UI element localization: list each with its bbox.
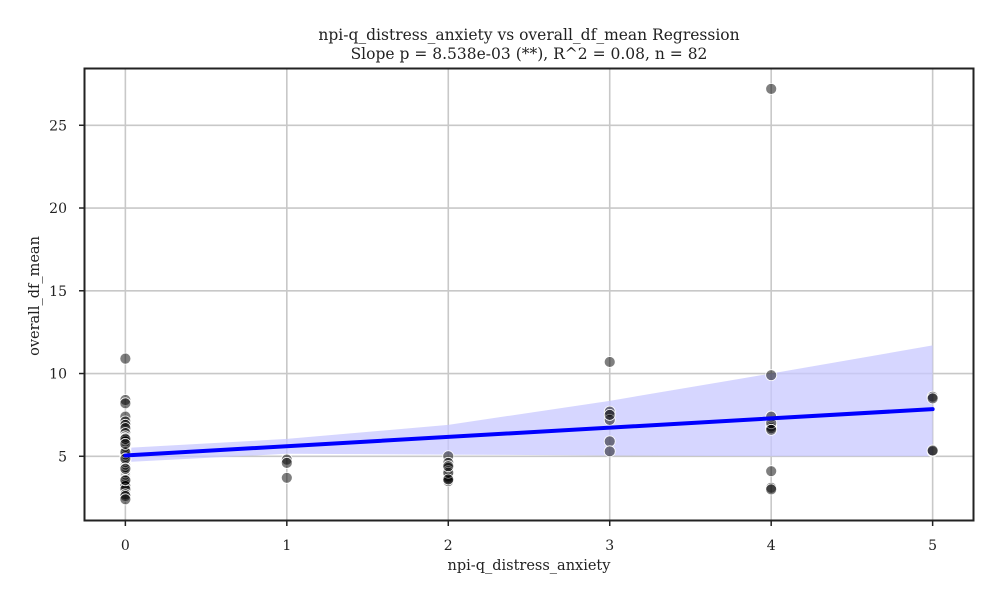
data-point (119, 397, 132, 410)
x-axis-label: npi-q_distress_anxiety (448, 558, 612, 574)
data-point (280, 471, 293, 484)
x-tick-label: 3 (605, 538, 614, 554)
x-tick-label: 4 (767, 538, 776, 554)
data-point (119, 474, 132, 487)
scatter-points (119, 82, 939, 506)
regression-line-layer (123, 407, 935, 458)
data-point (926, 444, 939, 457)
data-point (765, 369, 778, 382)
data-point (765, 423, 778, 436)
chart-title: npi-q_distress_anxiety vs overall_df_mea… (318, 26, 739, 44)
x-tick-label: 5 (928, 538, 937, 554)
data-point (603, 445, 616, 458)
x-tick-label: 1 (282, 538, 291, 554)
y-tick-label: 15 (49, 284, 67, 300)
y-axis-label: overall_df_mean (27, 236, 43, 356)
chart-subtitle: Slope p = 8.538e-03 (**), R^2 = 0.08, n … (351, 45, 708, 63)
data-point (603, 409, 616, 421)
data-point (442, 460, 455, 473)
confidence-band (125, 345, 933, 463)
x-tick-label: 0 (121, 538, 130, 554)
data-point (119, 352, 132, 365)
data-point (442, 473, 455, 486)
data-point (280, 457, 293, 469)
axis-ticks: 0 1 2 3 4 5 5 10 15 20 25 (49, 118, 937, 554)
regression-line (123, 407, 935, 458)
data-point (119, 493, 132, 506)
y-tick-label: 5 (58, 449, 67, 465)
data-point (765, 483, 778, 496)
data-point (603, 356, 616, 368)
data-point (765, 465, 778, 478)
plot-frame (83, 67, 975, 522)
data-point (603, 435, 616, 448)
y-tick-label: 20 (49, 201, 67, 217)
confidence-band-layer (125, 345, 933, 463)
data-point (765, 82, 778, 95)
y-tick-label: 25 (49, 118, 67, 134)
data-point (119, 437, 132, 450)
x-tick-label: 2 (444, 538, 453, 554)
data-point (119, 462, 132, 475)
data-point (926, 392, 939, 405)
y-tick-label: 10 (49, 367, 67, 383)
